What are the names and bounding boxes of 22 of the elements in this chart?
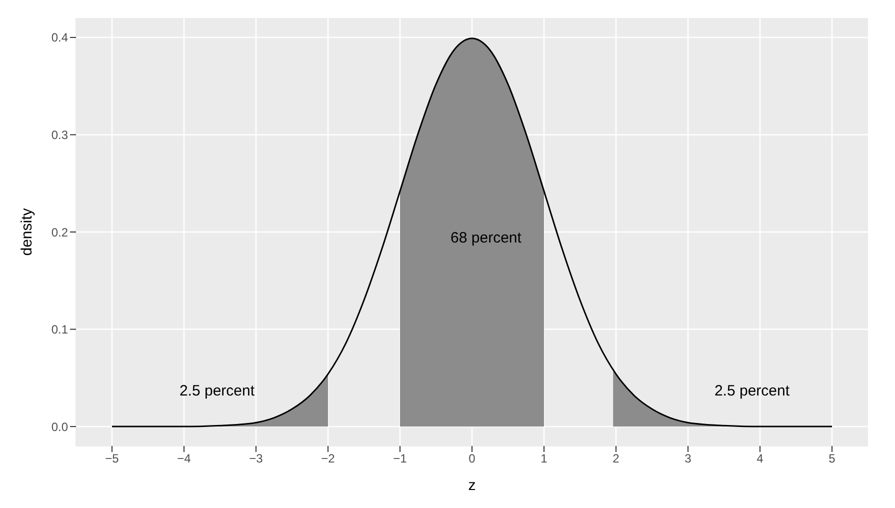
- x-tick-label: 0: [468, 452, 476, 466]
- line-series: [111, 38, 833, 428]
- x-tick-label: 2: [612, 452, 620, 466]
- x-axis-title: z: [468, 477, 476, 494]
- x-tick-label: −4: [177, 452, 192, 466]
- x-tick-label: 1: [540, 452, 548, 466]
- x-tick-label: −1: [393, 452, 408, 466]
- y-tick-label: 0.1: [51, 322, 68, 337]
- y-tick-label: 0.0: [51, 420, 68, 434]
- annotation: 2.5 percent: [714, 382, 790, 400]
- x-tick-label: 3: [684, 452, 692, 466]
- x-tick-label: 5: [828, 452, 836, 466]
- annotation: 2.5 percent: [179, 382, 255, 400]
- x-tick-label: −5: [105, 452, 120, 466]
- y-axis-title: density: [18, 208, 36, 256]
- x-tick-label: −3: [249, 452, 264, 466]
- x-tick-label: −2: [321, 452, 336, 466]
- annotation: 68 percent: [450, 230, 522, 246]
- x-tick-label: 4: [756, 452, 764, 466]
- y-tick-label: 0.4: [51, 30, 68, 45]
- y-tick-label: 0.2: [51, 225, 68, 240]
- y-tick-label: 0.3: [51, 128, 68, 142]
